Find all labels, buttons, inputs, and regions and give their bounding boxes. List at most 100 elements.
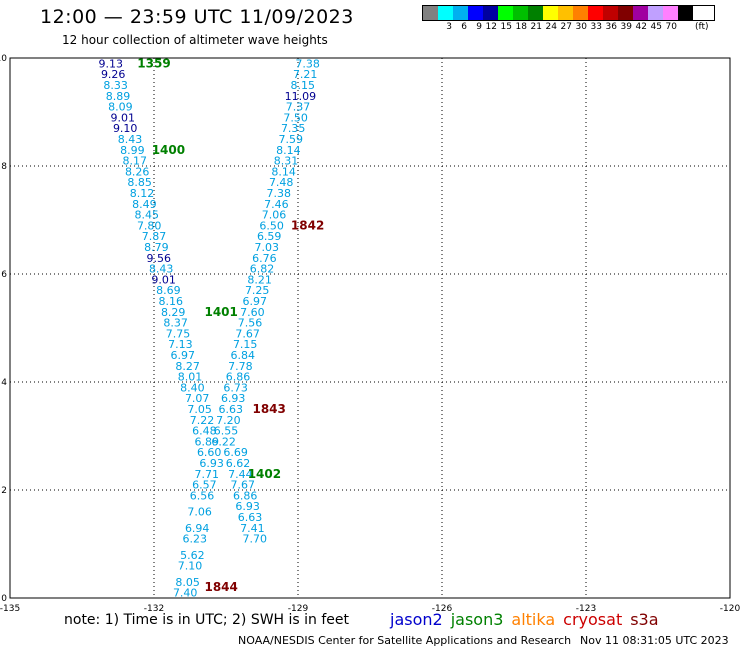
swh-value-label: 6.89: [195, 435, 220, 448]
swh-value-label: 8.79: [144, 241, 169, 254]
pass-time-label: 1842: [291, 218, 324, 232]
legend-swatch: [633, 6, 648, 20]
x-tick-label: -120: [720, 604, 740, 614]
legend-swatch: [573, 6, 588, 20]
swh-value-label: 7.37: [286, 101, 311, 114]
swh-value-label: 7.60: [240, 306, 265, 319]
swh-value-label: 6.60: [197, 446, 222, 459]
satellite-label-jason2: jason2: [390, 610, 443, 629]
swh-value-label: 6.59: [257, 230, 282, 243]
swh-value-label: 8.05: [175, 576, 200, 589]
legend-swatch: [648, 6, 663, 20]
generated-timestamp: Nov 11 08:31:05 UTC 2023: [580, 634, 729, 647]
swh-value-label: 6.93: [199, 457, 224, 470]
legend-swatch-label: 21: [530, 22, 542, 32]
legend-swatch: [588, 6, 603, 20]
swh-value-label: 7.75: [166, 327, 191, 340]
swh-value-label: 7.15: [233, 338, 258, 351]
legend-swatch: [513, 6, 528, 20]
swh-value-label: 8.01: [178, 371, 203, 384]
swh-value-label: 6.76: [252, 252, 277, 265]
y-tick-label: 2: [1, 486, 7, 496]
swh-value-label: 6.86: [226, 371, 251, 384]
legend-swatch-label: 3: [446, 22, 452, 32]
legend-swatch-label: 42: [635, 22, 647, 32]
legend-swatch: [438, 6, 453, 20]
satellite-label-jason3: jason3: [450, 610, 504, 629]
legend-swatch: [528, 6, 543, 20]
swh-value-label: 6.56: [190, 489, 215, 502]
swh-value-label: 8.37: [163, 317, 188, 330]
swh-value-label: 7.25: [245, 284, 270, 297]
swh-value-label: 7.05: [187, 403, 212, 416]
swh-value-label: 9.56: [147, 252, 172, 265]
swh-value-label: 8.99: [120, 144, 145, 157]
swh-value-label: 7.67: [235, 327, 260, 340]
satellite-label-cryosat: cryosat: [563, 610, 623, 629]
legend-swatch-label: 36: [605, 22, 617, 32]
swh-value-label: 9.10: [113, 122, 138, 135]
swh-value-label: 7.46: [264, 198, 289, 211]
y-tick-label: 6: [1, 270, 7, 280]
legend-swatch-label: 9: [476, 22, 482, 32]
swh-value-label: 7.40: [173, 587, 198, 600]
swh-value-label: 8.85: [127, 176, 152, 189]
swh-value-label: 7.80: [137, 219, 162, 232]
satellite-legend: jason2 jason3 altika cryosat s3a: [390, 610, 667, 629]
swh-value-label: 8.89: [106, 90, 131, 103]
swh-value-label: 6.94: [185, 522, 210, 535]
swh-value-label: 7.10: [178, 560, 203, 573]
swh-value-label: 9.26: [101, 68, 126, 81]
swh-value-label: 7.44: [228, 468, 253, 481]
swh-value-label: 7.20: [216, 414, 241, 427]
swh-value-label: 8.45: [135, 209, 160, 222]
credit-text: NOAA/NESDIS Center for Satellite Applica…: [238, 634, 572, 647]
legend-swatch-label: 39: [620, 22, 632, 32]
swh-value-label: 8.49: [132, 198, 157, 211]
pass-time-label: 1400: [152, 143, 185, 157]
legend-swatch: [618, 6, 633, 20]
x-tick-label: -129: [288, 604, 309, 614]
swh-value-label: 8.26: [125, 165, 150, 178]
legend-labels: 3 6 9 12 15 18 21 24 27 30 33 36 39 42 45 70 (ft): [422, 22, 715, 32]
chart-note: note: 1) Time is in UTC; 2) SWH is in fe…: [64, 612, 350, 628]
swh-value-label: 7.87: [142, 230, 167, 243]
swh-value-label: 6.82: [250, 263, 275, 276]
legend-swatch-label: 18: [515, 22, 527, 32]
swh-value-label: 8.21: [247, 273, 272, 286]
swh-value-label: 8.14: [276, 144, 301, 157]
swh-value-label: 7.56: [238, 317, 263, 330]
swh-value-label: 9.01: [111, 111, 136, 124]
swh-value-label: 7.07: [185, 392, 210, 405]
swh-value-label: 7.70: [243, 533, 268, 546]
pass-time-label: 1401: [204, 305, 237, 319]
satellite-label-s3a: s3a: [630, 610, 659, 629]
swh-value-label: 6.23: [183, 533, 208, 546]
swh-value-label: 6.93: [221, 392, 246, 405]
legend-swatch-label: 12: [485, 22, 497, 32]
swh-value-label: 8.43: [118, 133, 143, 146]
y-tick-label: 8: [1, 162, 7, 172]
swh-value-label: 8.69: [156, 284, 181, 297]
swh-value-label: 6.50: [259, 219, 284, 232]
legend-swatch: [558, 6, 573, 20]
swh-value-label: 8.29: [161, 306, 186, 319]
swh-value-label: 7.21: [293, 68, 318, 81]
swh-value-label: 6.69: [223, 446, 248, 459]
swh-value-label: 6.57: [192, 479, 217, 492]
swh-value-label: 7.41: [240, 522, 265, 535]
legend-swatch: [453, 6, 468, 20]
swh-value-label: 7.38: [267, 187, 292, 200]
swh-value-label: 9.13: [99, 57, 124, 70]
swh-value-label: 6.86: [233, 489, 258, 502]
y-tick-label: 10: [0, 54, 7, 64]
legend-swatch-label: 70: [665, 22, 677, 32]
color-scale-legend: 3 6 9 12 15 18 21 24 27 30 33 36 39 42 45 70 (ft): [422, 5, 715, 32]
swh-value-label: 8.14: [271, 165, 296, 178]
swh-value-label: 8.27: [175, 360, 200, 373]
swh-value-label: 6.97: [243, 295, 268, 308]
legend-swatch-label: 6: [461, 22, 467, 32]
pass-time-label: 1844: [204, 580, 237, 594]
swh-value-label: 8.43: [149, 263, 174, 276]
